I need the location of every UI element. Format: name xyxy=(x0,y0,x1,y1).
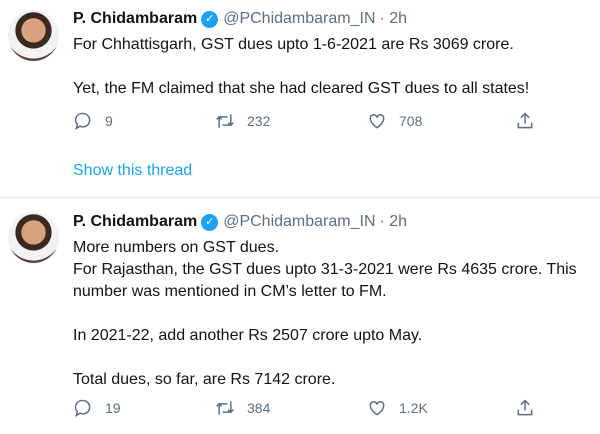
author-name[interactable]: P. Chidambaram xyxy=(73,213,198,230)
tweet[interactable]: P. Chidambaram ✓ @PChidambaram_IN · 2h M… xyxy=(0,199,600,434)
show-thread-link[interactable]: Show this thread xyxy=(73,162,193,179)
tweet-text: For Chhattisgarh, GST dues upto 1-6-2021… xyxy=(73,36,530,97)
tweet-actions: 19 384 1.2K xyxy=(73,398,543,422)
verified-badge-icon: ✓ xyxy=(201,10,219,28)
like-icon xyxy=(369,113,385,129)
tweet-header: P. Chidambaram ✓ @PChidambaram_IN · 2h xyxy=(73,10,407,28)
like-button[interactable]: 1.2K xyxy=(367,398,428,418)
tweet-text: More numbers on GST dues. For Rajasthan,… xyxy=(73,239,577,388)
share-icon xyxy=(517,399,533,416)
tweet-actions: 9 232 708 xyxy=(73,111,543,135)
avatar[interactable] xyxy=(8,212,59,263)
retweet-icon xyxy=(216,401,234,415)
author-handle[interactable]: @PChidambaram_IN xyxy=(223,10,376,27)
retweet-button[interactable]: 232 xyxy=(215,111,270,131)
retweet-count: 384 xyxy=(247,400,271,416)
retweet-icon xyxy=(216,114,234,128)
reply-button[interactable]: 19 xyxy=(73,398,121,418)
verified-badge-icon: ✓ xyxy=(201,213,219,231)
tweet[interactable]: P. Chidambaram ✓ @PChidambaram_IN · 2h F… xyxy=(0,0,600,198)
retweet-count: 232 xyxy=(247,113,271,129)
share-icon xyxy=(517,112,533,129)
tweet-header: P. Chidambaram ✓ @PChidambaram_IN · 2h xyxy=(73,213,407,231)
author-handle[interactable]: @PChidambaram_IN xyxy=(223,213,376,230)
author-name[interactable]: P. Chidambaram xyxy=(73,10,198,27)
reply-count: 9 xyxy=(105,113,113,129)
retweet-button[interactable]: 384 xyxy=(215,398,270,418)
reply-icon xyxy=(74,399,91,418)
reply-button[interactable]: 9 xyxy=(73,111,113,131)
timestamp[interactable]: · 2h xyxy=(379,213,408,230)
like-icon xyxy=(369,400,385,416)
like-count: 708 xyxy=(399,113,423,129)
avatar[interactable] xyxy=(8,10,59,61)
reply-icon xyxy=(74,112,91,131)
like-button[interactable]: 708 xyxy=(367,111,422,131)
timestamp[interactable]: · 2h xyxy=(379,10,408,27)
share-button[interactable] xyxy=(515,111,535,131)
share-button[interactable] xyxy=(515,398,535,418)
like-count: 1.2K xyxy=(399,400,428,416)
reply-count: 19 xyxy=(105,400,121,416)
